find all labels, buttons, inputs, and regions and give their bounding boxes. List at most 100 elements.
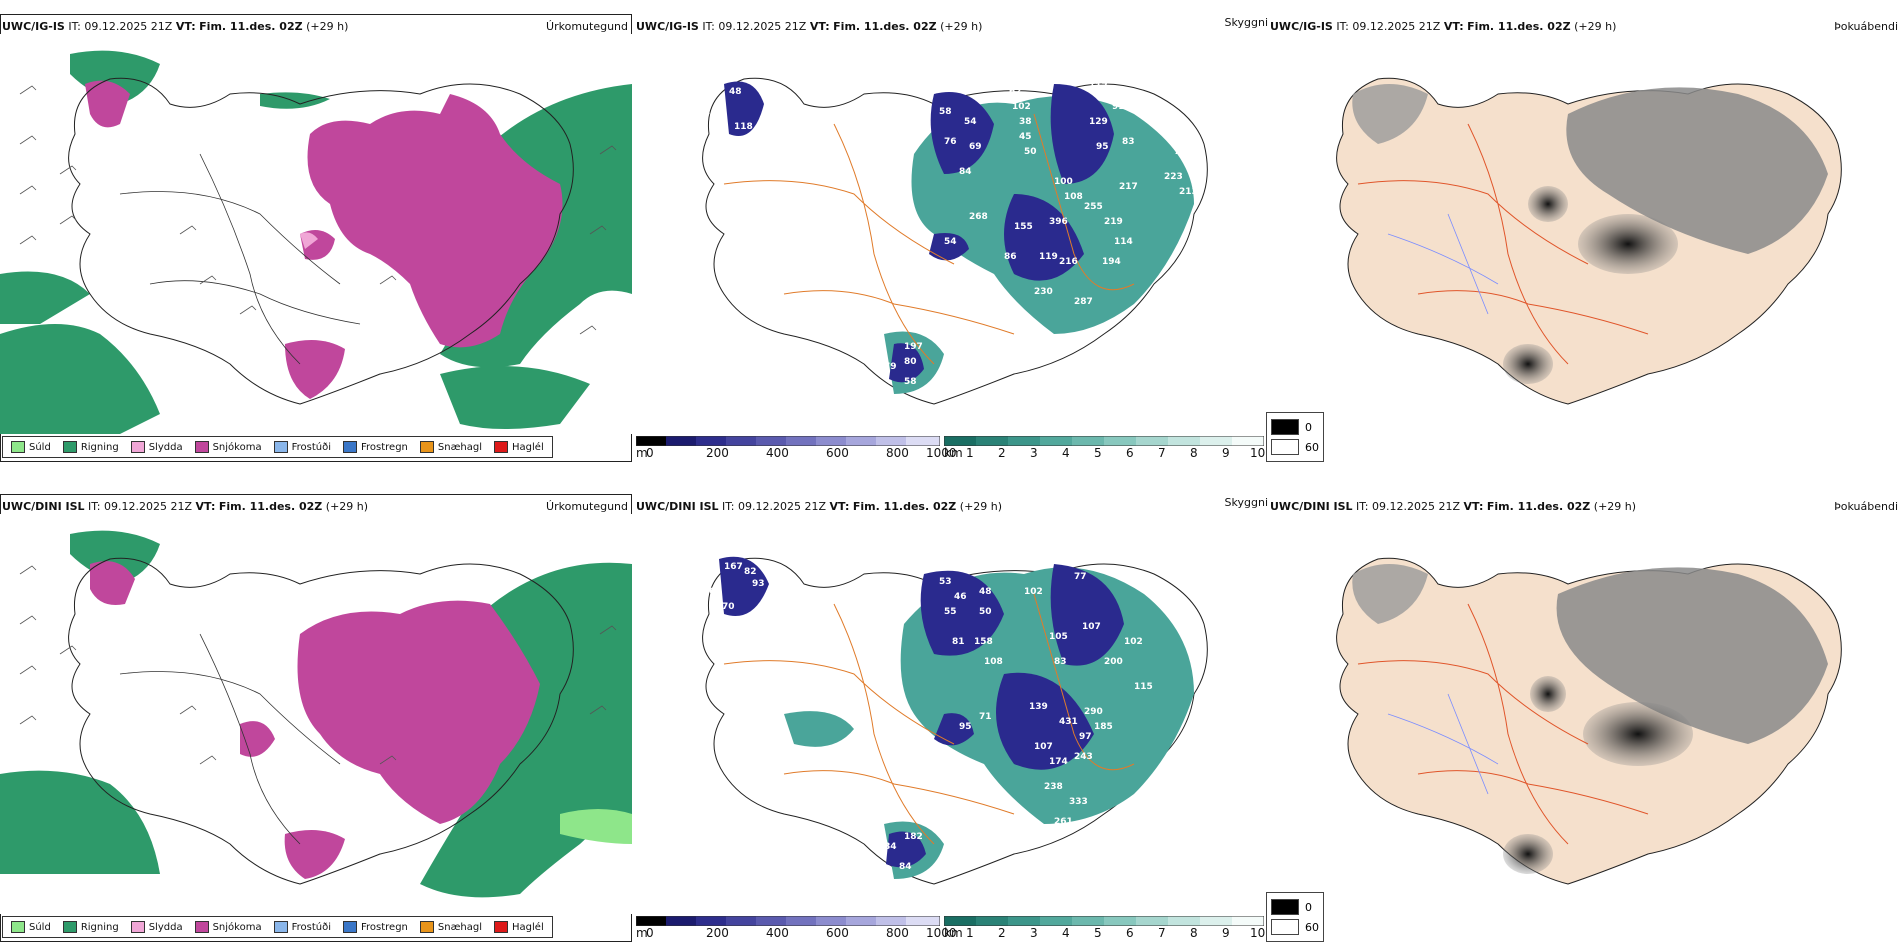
sleet-area — [300, 232, 318, 249]
cloud-label: 55 — [944, 607, 957, 617]
drizzle-area — [560, 809, 632, 844]
cloud-label: 81 — [952, 637, 965, 647]
cloud-label: 46 — [954, 592, 967, 602]
cloud-label: 197 — [904, 342, 923, 352]
legend-item-snjókoma: Snjókoma — [194, 921, 262, 933]
cloud-label: 287 — [1074, 297, 1093, 307]
blue-cloud-5 — [929, 233, 969, 261]
legend-item-snæhagl: Snæhagl — [419, 441, 482, 453]
vis-unit: km — [944, 446, 963, 460]
legend-item-rigning: Rigning — [62, 921, 119, 933]
snow-area-nw — [90, 561, 135, 605]
legend-swatch — [62, 441, 77, 453]
legend-item-frostúði: Frostúði — [273, 441, 331, 453]
blue-cloud-1 — [920, 570, 1004, 656]
cloud-label: 99 — [709, 127, 722, 137]
cloud-panel-bottom: UWC/DINI ISL IT: 09.12.2025 21Z VT: Fim.… — [636, 496, 1268, 940]
cloud-label: 69 — [969, 142, 982, 152]
panel-header: UWC/IG-IS IT: 09.12.2025 21Z VT: Fim. 11… — [2, 20, 349, 33]
fog-dark-core — [1578, 214, 1678, 274]
cloud-label: 174 — [1049, 757, 1068, 767]
bottom-row: UWC/DINI ISL IT: 09.12.2025 21Z VT: Fim.… — [0, 480, 1900, 950]
legend-item-rigning: Rigning — [62, 441, 119, 453]
cloud-label: 185 — [1094, 722, 1113, 732]
cloud-label: 118 — [734, 122, 753, 132]
cloud-label: 129 — [1089, 117, 1108, 127]
fog-grey-north — [1556, 567, 1828, 744]
cloud-label: 84 — [899, 862, 912, 872]
legend-swatch — [130, 921, 145, 933]
cloud-label: 268 — [969, 212, 988, 222]
snow-area-main — [297, 600, 540, 824]
rivers — [1387, 693, 1499, 795]
fog-map — [1336, 557, 1842, 885]
cloud-label: 64 — [709, 587, 722, 597]
legend-swatch — [11, 441, 25, 453]
fog-legend-row-0: 0 — [1271, 419, 1312, 435]
cloud-label: 70 — [722, 602, 735, 612]
cloud-label: 238 — [1044, 782, 1063, 792]
cloud-label: 431 — [1059, 717, 1078, 727]
roads — [1357, 603, 1649, 845]
legend-swatch — [273, 441, 288, 453]
cloud-label: 86 — [1004, 252, 1017, 262]
fog-legend-row-60: 60 — [1271, 439, 1319, 455]
panel-header: UWC/DINI ISL IT: 09.12.2025 21Z VT: Fim.… — [1270, 500, 1637, 513]
cloud-label: 108 — [1064, 192, 1083, 202]
fog-legend-row-0: 0 — [1271, 899, 1312, 915]
precip-panel-bottom: UWC/DINI ISL IT: 09.12.2025 21Z VT: Fim.… — [0, 480, 634, 950]
legend-swatch — [194, 921, 209, 933]
cloud-map: 48 74 99 118 58 54 76 69 84 62 102 38 45 50 117 129 179 9… — [702, 77, 1208, 405]
legend-label: Rigning — [80, 441, 119, 453]
blue-cloud-5 — [934, 713, 974, 746]
legend-item-slydda: Slydda — [130, 441, 183, 453]
cloud-label: 102 — [1012, 102, 1031, 112]
fog-legend-row-60: 60 — [1271, 919, 1319, 935]
legend-item-frostregn: Frostregn — [343, 921, 408, 933]
legend-item-haglél: Haglél — [494, 921, 544, 933]
blue-cloud-1 — [930, 92, 994, 174]
legend-label: Snjókoma — [212, 921, 262, 933]
cloud-label: 54 — [964, 117, 977, 127]
cloud-label: 158 — [974, 637, 993, 647]
fog-legend-swatch-0 — [1271, 419, 1299, 435]
legend-item-frostregn: Frostregn — [343, 441, 408, 453]
legend-swatch — [419, 921, 434, 933]
cloud-label: 217 — [1119, 182, 1138, 192]
fog-panel-top: UWC/IG-IS IT: 09.12.2025 21Z VT: Fim. 11… — [1268, 0, 1900, 470]
fog-map — [1336, 77, 1842, 405]
cloud-label: 396 — [1049, 217, 1068, 227]
cloud-label: 115 — [1134, 682, 1153, 692]
legend-swatch — [273, 921, 288, 933]
elevation-ramp — [636, 916, 940, 926]
coastline — [68, 77, 574, 405]
cloud-label: 80 — [904, 357, 917, 367]
legend-swatch — [343, 921, 357, 933]
cloud-label: 62 — [1009, 87, 1022, 97]
rivers — [1387, 213, 1499, 315]
legend-swatch — [11, 921, 25, 933]
blue-cloud-3 — [724, 81, 764, 136]
cloud-label: 333 — [1069, 797, 1088, 807]
cloud-label: 53 — [939, 577, 952, 587]
coastline — [68, 557, 574, 885]
cloud-label: 290 — [1084, 707, 1103, 717]
legend-label: Slydda — [148, 921, 183, 933]
elevation-ramp — [636, 436, 940, 446]
fog-legend-swatch-0 — [1271, 899, 1299, 915]
visibility-ramp — [944, 916, 1264, 926]
fog-dark-south — [1503, 344, 1553, 384]
visibility-ramp — [944, 436, 1264, 446]
fog-grey-nw — [1352, 564, 1428, 624]
cloud-label: 107 — [1034, 742, 1053, 752]
precip-legend: Súld Rigning Slydda Snjókoma Frostúði Frostre… — [2, 436, 553, 458]
cloud-label: 50 — [1024, 147, 1037, 157]
fog-legend-swatch-60 — [1271, 919, 1299, 935]
fog-legend-swatch-60 — [1271, 439, 1299, 455]
fog-legend: 0 60 — [1266, 892, 1324, 942]
cloud-label: 95 — [959, 722, 972, 732]
blue-cloud-3 — [719, 556, 769, 616]
fog-dark-2 — [1530, 676, 1566, 712]
cloud-label: 83 — [1122, 137, 1135, 147]
cloud-label: 139 — [1029, 702, 1048, 712]
